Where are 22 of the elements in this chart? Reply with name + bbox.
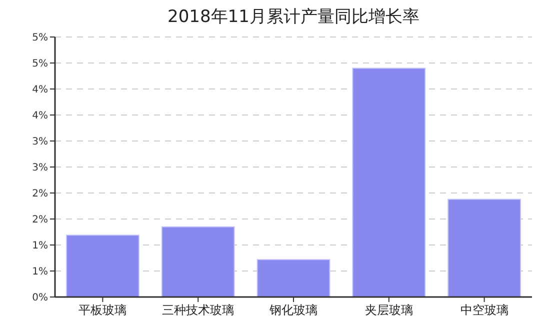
y-tick-label: 5% [32, 32, 48, 44]
x-tick-label: 平板玻璃 [78, 303, 127, 317]
bar [448, 198, 522, 298]
y-tick-label: 3% [32, 162, 48, 174]
y-tick-label: 0% [32, 292, 48, 304]
bar [66, 234, 140, 298]
y-tick-label: 5% [32, 58, 48, 70]
bar [352, 68, 426, 298]
y-tick-label: 2% [32, 188, 48, 200]
y-tick-label: 4% [32, 84, 48, 96]
y-tick-label: 1% [32, 240, 48, 252]
y-tick-label: 2% [32, 214, 48, 226]
y-tick-label: 3% [32, 136, 48, 148]
bar [161, 226, 235, 298]
bar [256, 259, 330, 298]
y-tick-label: 1% [32, 266, 48, 278]
x-tick-label: 夹层玻璃 [364, 303, 413, 317]
x-tick-label: 钢化玻璃 [268, 303, 318, 317]
chart-title: 2018年11月累计产量同比增长率 [168, 7, 420, 27]
y-tick-label: 4% [32, 110, 48, 122]
x-tick-label: 三种技术玻璃 [162, 303, 234, 317]
x-tick-label: 中空玻璃 [460, 303, 508, 317]
